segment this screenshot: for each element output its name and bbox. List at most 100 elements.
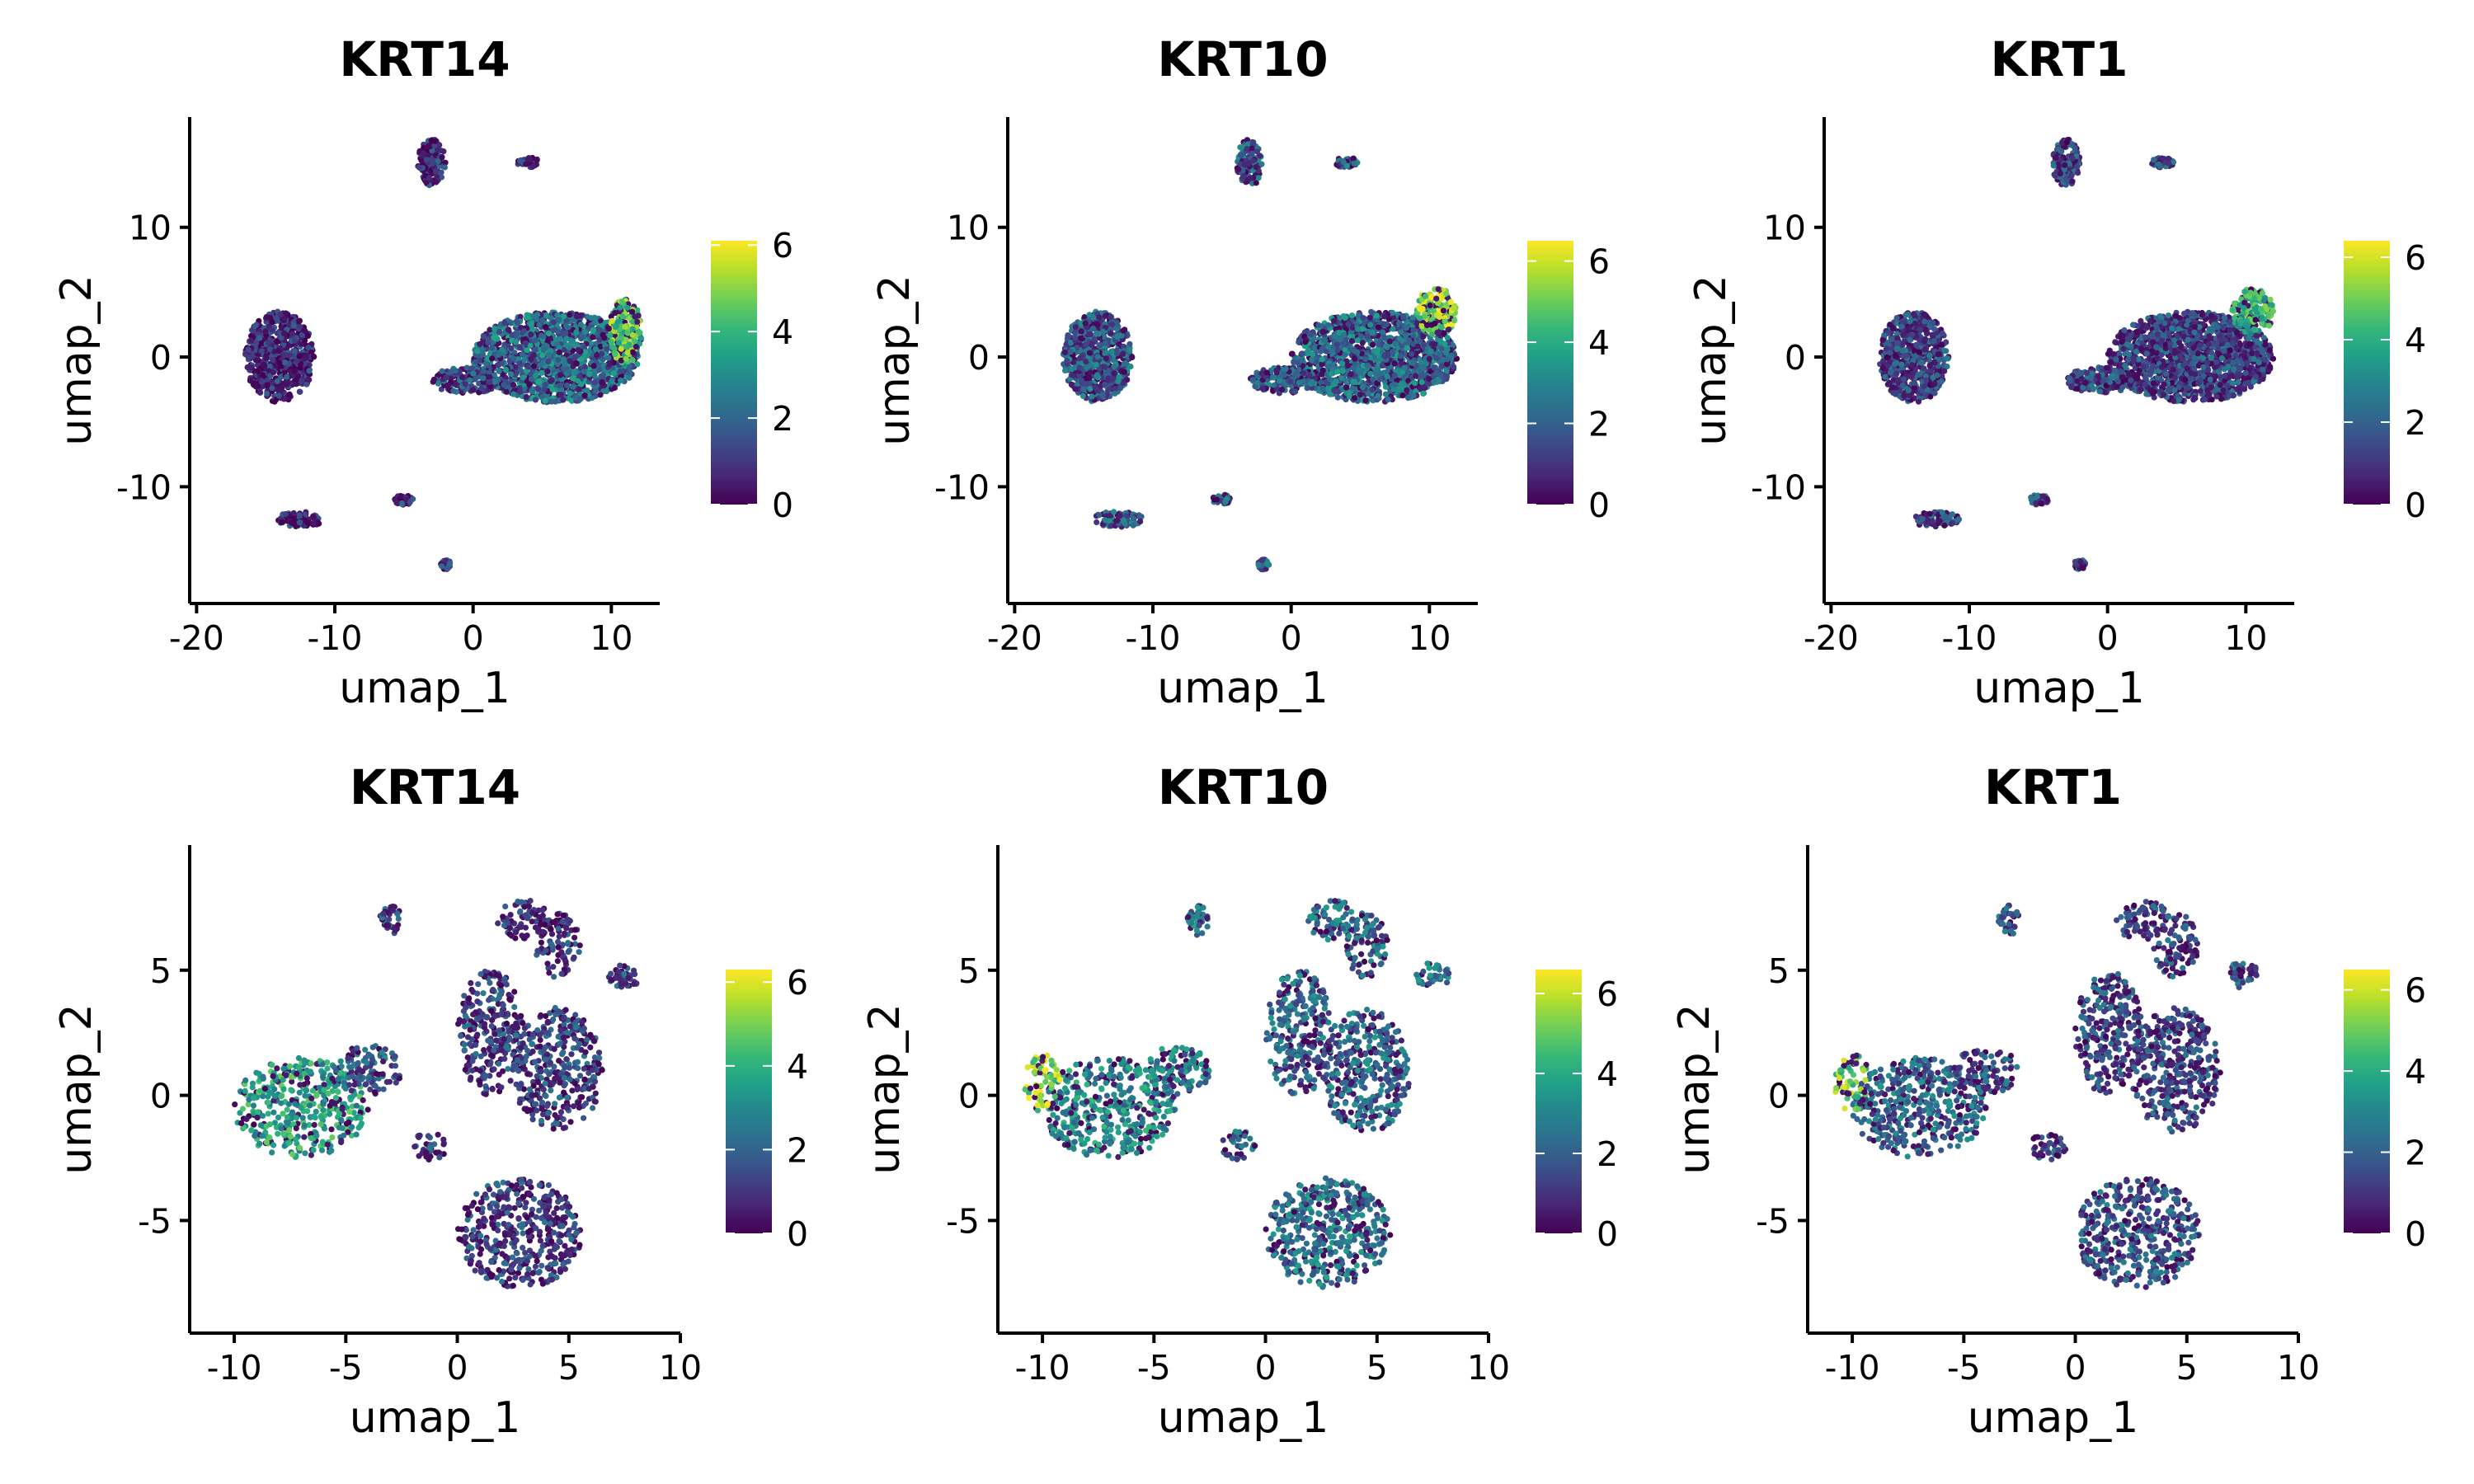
cell-point	[570, 383, 576, 390]
cell-point	[430, 378, 436, 385]
cell-point	[274, 378, 280, 385]
cell-point	[247, 337, 255, 344]
cell-point	[479, 346, 486, 353]
cell-point	[575, 347, 581, 354]
cell-point	[1448, 352, 1455, 359]
cell-point	[545, 351, 553, 359]
cell-point	[1362, 356, 1369, 363]
cell-point	[297, 364, 303, 371]
cell-point	[438, 169, 444, 176]
cell-point	[1396, 336, 1403, 342]
cell-point	[418, 157, 425, 164]
cell-point	[1359, 383, 1366, 391]
cell-point	[556, 349, 562, 355]
cell-point	[606, 361, 613, 368]
cluster-top-right-small	[515, 154, 540, 171]
cell-point	[302, 327, 308, 335]
cell-point	[1354, 326, 1362, 332]
cell-point	[536, 322, 543, 328]
cell-point	[1438, 324, 1445, 331]
cell-point	[592, 387, 599, 395]
cell-point	[576, 373, 583, 379]
cell-point	[544, 368, 551, 375]
cluster-bottom-mid-small	[392, 492, 416, 508]
cell-point	[293, 381, 299, 387]
cell-point	[1339, 368, 1346, 374]
cell-point	[539, 352, 546, 359]
cell-point	[1319, 328, 1326, 335]
cell-point	[1443, 368, 1450, 374]
cell-point	[426, 175, 432, 181]
cell-point	[487, 378, 493, 386]
cell-point	[441, 164, 449, 171]
cell-point	[1442, 349, 1449, 356]
cell-point	[470, 370, 477, 377]
cell-point	[534, 156, 540, 162]
x-tick-label: 10	[590, 618, 633, 658]
cell-point	[432, 168, 439, 175]
cell-point	[1431, 364, 1437, 371]
cell-point	[577, 312, 584, 319]
cell-point	[439, 368, 445, 374]
y-axis-label: umap_2	[52, 275, 101, 446]
cell-point	[290, 510, 297, 517]
cell-point	[304, 519, 311, 526]
cell-point	[1437, 372, 1444, 378]
cell-point	[269, 318, 275, 325]
cell-point	[629, 349, 637, 355]
panel-title: KRT10	[1157, 31, 1328, 87]
cell-point	[501, 319, 508, 326]
x-axis-label: umap_1	[339, 664, 510, 713]
cell-point	[439, 563, 445, 570]
cell-point	[505, 326, 512, 333]
cell-point	[1352, 355, 1358, 362]
cell-point	[275, 347, 281, 354]
cell-point	[496, 368, 502, 374]
cell-point	[1289, 350, 1296, 357]
cell-point	[258, 348, 266, 355]
cell-point	[617, 369, 623, 375]
cell-point	[561, 356, 567, 363]
cell-point	[1369, 329, 1376, 336]
cell-point	[1340, 313, 1347, 320]
cell-point	[1417, 315, 1423, 322]
cell-point	[1300, 370, 1307, 377]
cell-point	[292, 348, 299, 355]
cell-point	[275, 392, 282, 399]
cell-point	[1434, 329, 1441, 336]
cell-point	[534, 386, 542, 392]
cell-point	[1382, 383, 1389, 390]
cell-point	[623, 304, 631, 311]
cluster-bottom-dot	[438, 557, 454, 572]
colorbar-tick-label: 2	[772, 399, 793, 439]
cell-point	[532, 337, 539, 344]
cell-point	[565, 343, 571, 350]
cell-point	[1430, 373, 1437, 379]
cell-point	[517, 367, 524, 373]
cell-point	[520, 327, 528, 335]
cell-point	[1383, 321, 1390, 327]
cell-point	[1440, 308, 1446, 314]
cell-point	[629, 326, 636, 332]
cell-point	[298, 378, 304, 384]
cell-point	[296, 353, 303, 359]
cell-point	[1345, 321, 1352, 327]
cell-point	[1279, 387, 1286, 393]
x-tick-label: -20	[169, 618, 224, 658]
cell-point	[1102, 381, 1108, 387]
cell-point	[524, 156, 531, 162]
cell-point	[1437, 339, 1444, 345]
cell-point	[434, 173, 440, 180]
cell-point	[623, 344, 630, 350]
cell-point	[1324, 386, 1331, 392]
cell-point	[1344, 362, 1352, 369]
cell-point	[567, 312, 573, 318]
cell-point	[1366, 314, 1373, 321]
cell-point	[618, 345, 624, 352]
cell-point	[285, 352, 292, 359]
cell-point	[416, 164, 423, 171]
cell-point	[290, 322, 297, 329]
cell-point	[1349, 385, 1356, 392]
cell-point	[1364, 362, 1371, 369]
